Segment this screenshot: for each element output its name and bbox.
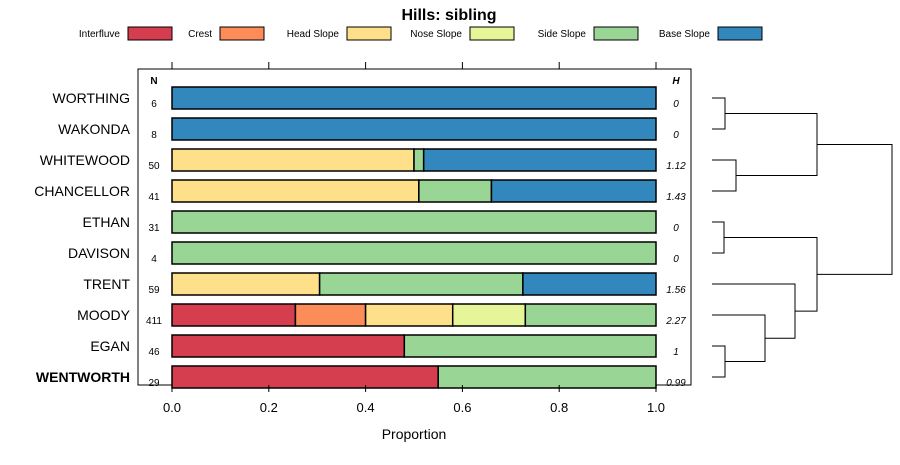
n-value-chancellor: 41	[148, 192, 160, 203]
legend-swatch-head-slope	[346, 26, 392, 41]
bar-moody-head-slope	[364, 303, 454, 327]
x-tick-label: 0.4	[357, 400, 375, 415]
bar-wentworth-interfluve	[171, 365, 439, 389]
x-tick-label: 0.2	[260, 400, 278, 415]
legend-swatch-nose-slope	[469, 26, 515, 41]
bars-group	[171, 86, 657, 389]
bar-trent-side-slope	[318, 272, 524, 296]
legend-label-nose-slope: Nose Slope	[410, 29, 462, 40]
n-value-egan: 46	[148, 347, 160, 358]
dendro-merge-egan-wentworth	[712, 345, 726, 378]
legend-swatch-side-slope	[593, 26, 639, 41]
bar-trent-head-slope	[171, 272, 321, 296]
bar-moody-crest	[294, 303, 367, 327]
n-value-trent: 59	[148, 285, 160, 296]
h-value-ethan: 0	[673, 223, 679, 234]
dendrogram	[712, 97, 893, 378]
h-value-wentworth: 0.99	[666, 378, 686, 389]
legend-swatch-base-slope	[717, 26, 763, 41]
dendro-merge-lower	[724, 237, 818, 312]
row-label-chancellor: CHANCELLOR	[34, 183, 130, 199]
bar-ethan-side-slope	[171, 210, 657, 234]
h-column-header: H	[672, 76, 680, 87]
h-value-trent: 1.56	[666, 285, 686, 296]
h-value-egan: 1	[673, 347, 679, 358]
bar-wentworth-side-slope	[437, 365, 657, 389]
bar-worthing-base-slope	[171, 86, 657, 110]
h-value-wakonda: 0	[673, 130, 679, 141]
chart-title: Hills: sibling	[401, 7, 496, 24]
n-value-davison: 4	[151, 254, 157, 265]
n-value-wakonda: 8	[151, 130, 157, 141]
bar-egan-interfluve	[171, 334, 406, 358]
row-label-worthing: WORTHING	[52, 90, 130, 106]
x-tick-label: 0.0	[163, 400, 181, 415]
x-tick-label: 0.6	[453, 400, 471, 415]
dendro-merge-whitewood-chancellor	[712, 159, 737, 192]
row-label-davison: DAVISON	[68, 245, 130, 261]
row-label-moody: MOODY	[77, 307, 131, 323]
x-tick-label: 0.8	[550, 400, 568, 415]
bar-chancellor-head-slope	[171, 179, 420, 203]
bar-davison-side-slope	[171, 241, 657, 265]
h-labels: 0 0 1.12 1.43 0 0 1.56 2.27 1 0.99	[665, 99, 686, 389]
dendro-merge-upper	[725, 113, 818, 176]
n-value-ethan: 31	[148, 223, 160, 234]
row-label-wentworth: WENTWORTH	[36, 369, 130, 385]
n-value-wentworth: 29	[148, 378, 160, 389]
legend-label-interfluve: Interfluve	[79, 29, 121, 40]
h-value-worthing: 0	[673, 99, 679, 110]
dendro-merge-trent	[712, 283, 796, 339]
h-value-davison: 0	[673, 254, 679, 265]
row-labels: WORTHING WAKONDA WHITEWOOD CHANCELLOR ETHAN D…	[34, 90, 130, 385]
bar-wakonda-base-slope	[171, 117, 657, 141]
legend-swatch-interfluve	[127, 26, 173, 41]
row-label-trent: TRENT	[83, 276, 130, 292]
h-value-chancellor: 1.43	[666, 192, 686, 203]
n-labels: 6 8 50 41 31 4 59 411 46 29	[146, 99, 162, 389]
n-value-whitewood: 50	[148, 161, 160, 172]
bar-chancellor-side-slope	[418, 179, 493, 203]
bar-chancellor-base-slope	[490, 179, 657, 203]
bar-whitewood-head-slope	[171, 148, 415, 172]
row-label-ethan: ETHAN	[83, 214, 130, 230]
bar-moody-nose-slope	[451, 303, 527, 327]
n-column-header: N	[150, 76, 157, 87]
bar-moody-side-slope	[524, 303, 657, 327]
h-value-whitewood: 1.12	[666, 161, 686, 172]
dendro-merge-ethan-davison	[712, 221, 725, 254]
legend-label-crest: Crest	[188, 29, 212, 40]
row-label-egan: EGAN	[90, 338, 130, 354]
dendro-root	[817, 144, 893, 275]
row-label-wakonda: WAKONDA	[58, 121, 130, 137]
legend-label-side-slope: Side Slope	[538, 29, 587, 40]
x-axis-label: Proportion	[382, 426, 447, 442]
legend: Interfluve Crest Head Slope Nose Slope Side …	[79, 26, 763, 41]
bar-moody-interfluve	[171, 303, 297, 327]
bar-whitewood-base-slope	[422, 148, 657, 172]
bar-trent-base-slope	[522, 272, 657, 296]
row-label-whitewood: WHITEWOOD	[40, 152, 130, 168]
h-value-moody: 2.27	[665, 316, 686, 327]
dendro-merge-moody	[712, 314, 766, 362]
legend-swatch-crest	[219, 26, 265, 41]
dendro-merge-worthing-wakonda	[712, 97, 726, 130]
x-axis: 0.0 0.2 0.4 0.6 0.8 1.0	[163, 62, 665, 415]
n-value-worthing: 6	[151, 99, 157, 110]
legend-label-base-slope: Base Slope	[659, 29, 711, 40]
bar-whitewood-side-slope	[413, 148, 425, 172]
bar-egan-side-slope	[403, 334, 657, 358]
legend-label-head-slope: Head Slope	[287, 29, 340, 40]
x-tick-label: 1.0	[647, 400, 665, 415]
n-value-moody: 411	[146, 316, 162, 327]
